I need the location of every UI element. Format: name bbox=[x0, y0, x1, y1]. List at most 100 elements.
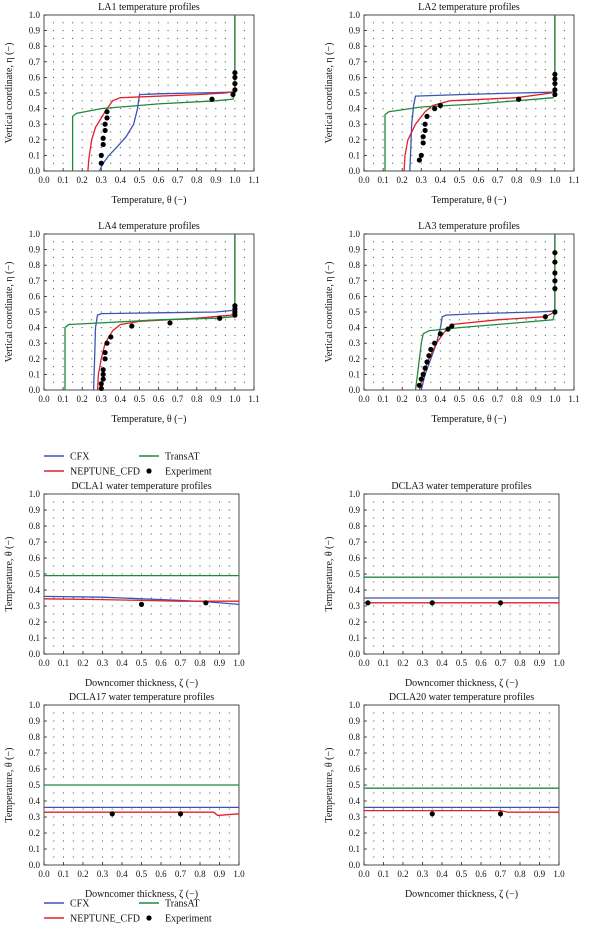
grid-dot bbox=[382, 272, 384, 274]
grid-dot bbox=[138, 295, 140, 297]
grid-dot bbox=[180, 824, 181, 826]
grid-dot bbox=[449, 319, 451, 321]
grid-dot bbox=[470, 744, 472, 746]
grid-dot bbox=[138, 272, 140, 274]
grid-dot bbox=[102, 637, 103, 639]
grid-dot bbox=[458, 115, 460, 117]
grid-dot bbox=[525, 256, 527, 258]
grid-dot bbox=[170, 605, 172, 607]
grid-dot bbox=[373, 241, 375, 243]
grid-dot bbox=[449, 334, 451, 336]
grid-dot bbox=[554, 115, 556, 117]
grid-dot bbox=[422, 848, 423, 850]
grid-dot bbox=[478, 303, 480, 305]
grid-dot bbox=[129, 53, 131, 55]
grid-dot bbox=[529, 760, 531, 762]
grid-dot bbox=[189, 533, 191, 535]
grid-dot bbox=[392, 342, 394, 344]
grid-dot bbox=[441, 645, 443, 647]
grid-dot bbox=[548, 541, 550, 543]
grid-dot bbox=[382, 334, 384, 336]
grid-dot bbox=[461, 712, 462, 714]
grid-dot bbox=[224, 154, 226, 156]
grid-dot bbox=[150, 808, 152, 810]
grid-dot bbox=[111, 848, 113, 850]
grid-dot bbox=[131, 517, 133, 519]
grid-dot bbox=[383, 744, 384, 746]
grid-dot bbox=[430, 256, 432, 258]
grid-dot bbox=[516, 131, 518, 133]
grid-dot bbox=[506, 53, 508, 55]
experiment-point bbox=[497, 811, 504, 817]
grid-dot bbox=[422, 613, 423, 615]
grid-dot bbox=[205, 327, 207, 329]
grid-dot bbox=[82, 752, 84, 754]
grid-dot bbox=[383, 629, 384, 631]
grid-dot bbox=[63, 768, 64, 770]
grid-dot bbox=[141, 816, 142, 818]
grid-dot bbox=[422, 856, 423, 858]
grid-dot bbox=[111, 573, 113, 575]
grid-dot bbox=[422, 541, 423, 543]
grid-dot bbox=[215, 334, 217, 336]
grid-dot bbox=[243, 30, 245, 32]
grid-dot bbox=[228, 517, 230, 519]
grid-dot bbox=[539, 517, 540, 519]
grid-dot bbox=[516, 381, 518, 383]
grid-dot bbox=[490, 800, 492, 802]
grid-dot bbox=[422, 501, 423, 503]
y-tick-label: 0.7 bbox=[29, 276, 41, 286]
grid-dot bbox=[420, 256, 422, 258]
y-tick-label: 0.3 bbox=[29, 812, 41, 822]
grid-dot bbox=[199, 581, 201, 583]
grid-dot bbox=[430, 303, 432, 305]
grid-dot bbox=[382, 162, 384, 164]
grid-dot bbox=[141, 565, 142, 567]
grid-dot bbox=[506, 327, 508, 329]
grid-dot bbox=[110, 303, 112, 305]
experiment-point bbox=[516, 96, 522, 102]
grid-dot bbox=[150, 856, 152, 858]
grid-dot bbox=[497, 334, 499, 336]
grid-dot bbox=[209, 840, 211, 842]
grid-dot bbox=[82, 824, 84, 826]
grid-dot bbox=[141, 712, 142, 714]
grid-dot bbox=[243, 303, 245, 305]
grid-dot bbox=[131, 613, 133, 615]
grid-dot bbox=[81, 108, 83, 110]
grid-dot bbox=[72, 22, 74, 24]
grid-dot bbox=[497, 37, 499, 39]
grid-dot bbox=[215, 22, 217, 24]
grid-dot bbox=[62, 373, 64, 375]
grid-dot bbox=[121, 792, 123, 794]
grid-dot bbox=[110, 45, 112, 47]
grid-dot bbox=[441, 549, 443, 551]
grid-dot bbox=[199, 800, 201, 802]
grid-dot bbox=[131, 533, 133, 535]
grid-dot bbox=[100, 45, 102, 47]
grid-dot bbox=[62, 123, 64, 125]
grid-dot bbox=[529, 541, 531, 543]
grid-dot bbox=[138, 366, 140, 368]
grid-dot bbox=[470, 824, 472, 826]
grid-dot bbox=[160, 597, 162, 599]
x-tick-label: 0.9 bbox=[534, 658, 546, 668]
grid-dot bbox=[392, 712, 394, 714]
experiment-point bbox=[449, 323, 455, 329]
grid-dot bbox=[119, 264, 121, 266]
grid-dot bbox=[81, 288, 83, 290]
grid-dot bbox=[62, 30, 64, 32]
grid-dot bbox=[478, 69, 480, 71]
grid-dot bbox=[138, 280, 140, 282]
grid-dot bbox=[148, 241, 150, 243]
grid-dot bbox=[563, 342, 565, 344]
grid-dot bbox=[506, 249, 508, 251]
grid-dot bbox=[180, 613, 181, 615]
grid-dot bbox=[401, 92, 403, 94]
x-tick-label: 0.0 bbox=[38, 394, 50, 404]
grid-dot bbox=[500, 776, 501, 778]
grid-dot bbox=[63, 629, 64, 631]
grid-dot bbox=[170, 533, 172, 535]
grid-dot bbox=[215, 131, 217, 133]
grid-dot bbox=[468, 69, 470, 71]
